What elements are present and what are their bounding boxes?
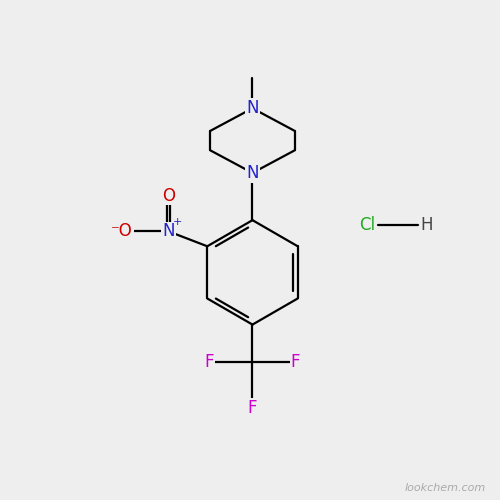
Text: N: N — [246, 164, 258, 182]
Text: lookchem.com: lookchem.com — [405, 482, 486, 492]
Text: O: O — [162, 186, 175, 204]
Text: H: H — [420, 216, 433, 234]
Text: +: + — [173, 217, 182, 227]
Text: F: F — [291, 353, 300, 371]
Text: F: F — [204, 353, 214, 371]
Text: N: N — [162, 222, 174, 240]
Text: Cl: Cl — [359, 216, 375, 234]
Text: ⁻O: ⁻O — [111, 222, 132, 240]
Text: N: N — [246, 100, 258, 117]
Text: F: F — [248, 398, 257, 416]
